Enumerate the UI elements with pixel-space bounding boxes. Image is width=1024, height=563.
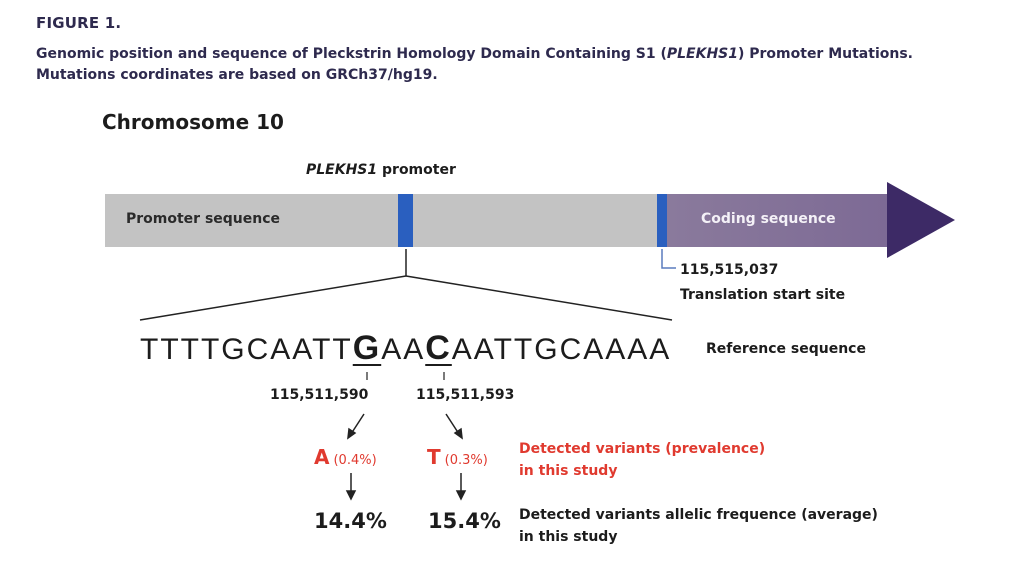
variant-base-1: A: [314, 445, 330, 469]
translation-start-position: 115,515,037: [680, 262, 779, 278]
variant-prevalence-1: (0.4%): [333, 453, 377, 468]
arrow-down-icon: [345, 413, 467, 501]
frequency-legend-line-2: in this study: [519, 529, 618, 545]
figure-label: FIGURE 1.: [36, 14, 122, 32]
coding-sequence-label: Coding sequence: [701, 211, 836, 227]
caption-text-a: Genomic position and sequence of Pleckst…: [36, 46, 667, 62]
caption-line-2: Mutations coordinates are based on GRCh3…: [36, 67, 438, 83]
translation-start-label: Translation start site: [680, 287, 846, 303]
caption-text-b: ) Promoter Mutations.: [737, 46, 913, 62]
chromosome-title: Chromosome 10: [102, 110, 284, 134]
promoter-marker: [398, 194, 413, 247]
variant-prevalence-2: (0.3%): [444, 453, 488, 468]
frequency-legend: Detected variants allelic frequence (ave…: [519, 504, 878, 548]
coding-sequence-segment: [667, 194, 888, 247]
promoter-label: PLEKHS1 promoter: [306, 162, 456, 178]
prevalence-legend-line-2: in this study: [519, 463, 618, 479]
mutation-position-2: 115,511,593: [416, 387, 515, 403]
reference-sequence: TTTTGCAATTGAACAATTGCAAAA: [140, 329, 671, 368]
direction-arrow-icon: [887, 182, 955, 258]
figure-caption: Genomic position and sequence of Pleckst…: [36, 44, 913, 86]
prevalence-legend: Detected variants (prevalence) in this s…: [519, 438, 765, 482]
mutation-base-1: G: [352, 329, 382, 367]
allelic-frequency-2: 15.4%: [428, 509, 501, 533]
sequence-part-3: AATTGCAAAA: [451, 333, 672, 366]
mutation-position-1: 115,511,590: [270, 387, 369, 403]
frequency-legend-line-1: Detected variants allelic frequence (ave…: [519, 507, 878, 523]
variant-1: A (0.4%): [314, 445, 377, 469]
variant-2: T (0.3%): [427, 445, 488, 469]
tss-bracket: [661, 249, 676, 269]
promoter-suffix: promoter: [377, 162, 456, 178]
allelic-frequency-1: 14.4%: [314, 509, 387, 533]
mutation-base-2: C: [425, 329, 452, 367]
sequence-part-1: TTTTGCAATT: [140, 333, 353, 366]
sequence-part-2: AA: [381, 333, 426, 366]
variant-base-2: T: [427, 445, 441, 469]
translation-start-marker: [657, 194, 667, 247]
promoter-sequence-label: Promoter sequence: [126, 211, 281, 227]
reference-sequence-label: Reference sequence: [706, 341, 866, 357]
prevalence-legend-line-1: Detected variants (prevalence): [519, 441, 766, 457]
caption-gene: PLEKHS1: [666, 46, 738, 62]
promoter-gene: PLEKHS1: [306, 162, 378, 178]
